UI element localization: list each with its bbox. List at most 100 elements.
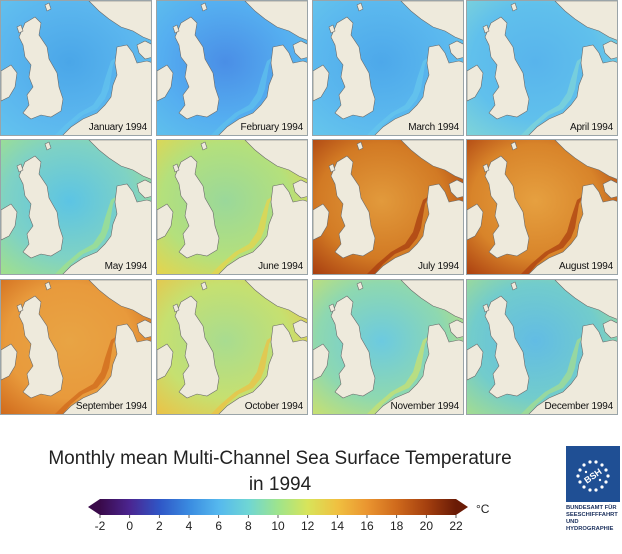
colorbar-tick-label: 10 — [271, 519, 285, 533]
sea-temperature-map — [467, 280, 617, 414]
colorbar-tick-label: 12 — [301, 519, 315, 533]
landmass — [218, 323, 307, 414]
logo-text: BUNDESAMT FÜR SEESCHIFFFAHRT UND HYDROGRAPH… — [566, 505, 622, 533]
colorbar-tick-label: 20 — [420, 519, 434, 533]
landmass — [157, 343, 174, 381]
landmass — [88, 280, 151, 320]
month-map-panel: November 1994 — [312, 279, 464, 415]
colorbar-unit: °C — [476, 502, 490, 516]
landmass — [44, 2, 52, 12]
coastal-water-band — [521, 57, 583, 135]
landmass — [16, 24, 24, 34]
coastal-water-band — [367, 57, 429, 135]
landmass — [330, 155, 376, 259]
landmass — [528, 44, 617, 135]
sea-temperature-map — [157, 280, 307, 414]
landmass — [554, 280, 617, 320]
sea-temperature-map — [467, 140, 617, 274]
colorbar-tick-label: 14 — [331, 519, 345, 533]
landmass — [157, 203, 174, 241]
landmass — [484, 16, 530, 120]
month-map-panel: July 1994 — [312, 139, 464, 275]
landmass — [1, 64, 18, 102]
coastal-water-band — [367, 336, 429, 414]
landmass — [313, 343, 330, 381]
sea-temperature-map — [313, 1, 463, 135]
landmass — [374, 44, 463, 135]
month-label: August 1994 — [559, 261, 613, 272]
colorbar-tick-label: 4 — [186, 519, 193, 533]
coastal-water-band — [211, 57, 273, 135]
month-label: July 1994 — [417, 261, 459, 272]
landmass — [218, 183, 307, 274]
landmass — [400, 1, 463, 41]
colorbar-min-arrow — [88, 499, 100, 515]
logo-mark-text: BSH — [582, 466, 603, 485]
sea-temperature-map — [1, 280, 151, 414]
logo-text-line: SEESCHIFFFAHRT — [566, 512, 618, 518]
landmass — [157, 64, 174, 102]
colorbar-tick-label: 8 — [245, 519, 252, 533]
sea-temperature-map — [1, 140, 151, 274]
landmass — [18, 155, 64, 259]
title-line-2: in 1994 — [248, 474, 312, 495]
landmass — [172, 24, 180, 34]
landmass — [62, 44, 151, 135]
landmass — [136, 179, 151, 199]
landmass — [200, 281, 208, 291]
sea-temperature-map — [313, 140, 463, 274]
landmass — [554, 140, 617, 180]
month-map-panel: January 1994 — [0, 0, 152, 136]
landmass — [328, 163, 336, 173]
landmass — [313, 64, 330, 102]
landmass — [218, 44, 307, 135]
landmass — [1, 203, 18, 241]
landmass — [313, 203, 330, 241]
landmass — [292, 40, 307, 60]
month-map-panel: February 1994 — [156, 0, 308, 136]
landmass — [528, 323, 617, 414]
landmass — [330, 16, 376, 120]
title-line-1: Monthly mean Multi-Channel Sea Surface T… — [48, 448, 512, 469]
colorbar-tick-label: 16 — [360, 519, 374, 533]
logo-text-line: HYDROGRAPHIE — [566, 526, 614, 532]
landmass — [602, 319, 617, 339]
landmass — [554, 1, 617, 41]
colorbar-gradient — [100, 499, 456, 515]
landmass — [244, 280, 307, 320]
month-label: November 1994 — [390, 401, 459, 412]
landmass — [484, 155, 530, 259]
landmass — [200, 2, 208, 12]
sea-temperature-map — [1, 1, 151, 135]
landmass — [244, 1, 307, 41]
colorbar-tick-label: 2 — [156, 519, 163, 533]
landmass — [448, 179, 463, 199]
landmass — [88, 1, 151, 41]
landmass — [510, 2, 518, 12]
landmass — [174, 155, 220, 259]
month-map-panel: October 1994 — [156, 279, 308, 415]
coastal-water-band — [211, 196, 273, 274]
monthly-map-grid: January 1994 February 1994 March 1994 April… — [0, 0, 618, 415]
coastal-water-band — [55, 57, 117, 135]
colorbar-max-arrow — [456, 499, 468, 515]
landmass — [356, 2, 364, 12]
landmass — [44, 141, 52, 151]
landmass — [172, 303, 180, 313]
landmass — [16, 303, 24, 313]
landmass — [244, 140, 307, 180]
month-map-panel: April 1994 — [466, 0, 618, 136]
temperature-colorbar: -2 0 2 4 6 8 10 12 14 16 18 20 22 °C — [84, 493, 494, 549]
month-label: February 1994 — [240, 122, 304, 133]
landmass — [172, 163, 180, 173]
landmass — [200, 141, 208, 151]
landmass — [510, 281, 518, 291]
landmass — [482, 303, 490, 313]
coastal-water-band — [55, 196, 117, 274]
coastal-water-band — [521, 196, 583, 274]
landmass — [62, 183, 151, 274]
landmass — [292, 179, 307, 199]
landmass — [136, 40, 151, 60]
landmass — [328, 303, 336, 313]
sea-temperature-map — [157, 1, 307, 135]
